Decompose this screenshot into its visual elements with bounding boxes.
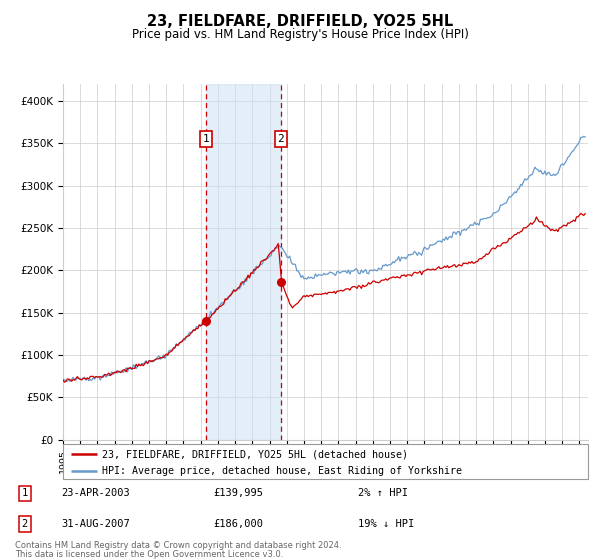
Bar bbox=[206, 84, 281, 440]
Text: £139,995: £139,995 bbox=[214, 488, 263, 498]
Text: 31-AUG-2007: 31-AUG-2007 bbox=[61, 519, 130, 529]
Text: £186,000: £186,000 bbox=[214, 519, 263, 529]
Text: 2: 2 bbox=[278, 134, 284, 144]
Text: 1: 1 bbox=[203, 134, 209, 144]
Text: Price paid vs. HM Land Registry's House Price Index (HPI): Price paid vs. HM Land Registry's House … bbox=[131, 28, 469, 41]
Text: HPI: Average price, detached house, East Riding of Yorkshire: HPI: Average price, detached house, East… bbox=[103, 466, 463, 476]
Text: 2: 2 bbox=[22, 519, 28, 529]
Text: 23-APR-2003: 23-APR-2003 bbox=[61, 488, 130, 498]
Text: This data is licensed under the Open Government Licence v3.0.: This data is licensed under the Open Gov… bbox=[15, 550, 283, 559]
Text: 23, FIELDFARE, DRIFFIELD, YO25 5HL (detached house): 23, FIELDFARE, DRIFFIELD, YO25 5HL (deta… bbox=[103, 450, 409, 460]
Text: 1: 1 bbox=[22, 488, 28, 498]
Text: 2% ↑ HPI: 2% ↑ HPI bbox=[358, 488, 407, 498]
FancyBboxPatch shape bbox=[63, 444, 588, 479]
Text: 19% ↓ HPI: 19% ↓ HPI bbox=[358, 519, 414, 529]
Text: Contains HM Land Registry data © Crown copyright and database right 2024.: Contains HM Land Registry data © Crown c… bbox=[15, 541, 341, 550]
Text: 23, FIELDFARE, DRIFFIELD, YO25 5HL: 23, FIELDFARE, DRIFFIELD, YO25 5HL bbox=[147, 14, 453, 29]
